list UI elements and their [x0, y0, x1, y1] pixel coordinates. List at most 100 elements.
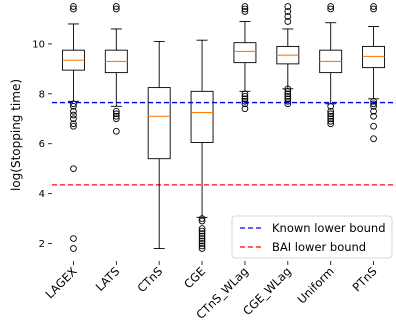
flier-point: [370, 122, 377, 130]
flier-point: [327, 110, 335, 118]
flier-point: [327, 5, 335, 13]
flier-point: [112, 112, 120, 120]
flier-point: [241, 5, 249, 13]
flier-point: [370, 102, 377, 110]
flier-point: [198, 230, 206, 237]
y-tick-label-2: 2: [39, 239, 45, 250]
box-CGE: [190, 39, 214, 252]
flier-point: [327, 3, 335, 10]
flier-point: [198, 242, 206, 250]
flier-point: [284, 100, 292, 108]
flier-point: [112, 5, 120, 13]
flier-point: [370, 100, 377, 108]
x-tick-label-CTnS: CTnS: [134, 264, 165, 295]
legend-label-1: BAI lower bound: [272, 240, 366, 254]
flier-point: [112, 3, 120, 10]
y-axis: 2 4 6 8 10: [32, 39, 52, 250]
legend: Known lower bound BAI lower bound: [231, 215, 393, 259]
y-tick-label-10: 10: [32, 39, 45, 50]
flier-point: [284, 90, 292, 98]
flier-point: [327, 120, 335, 128]
flier-point: [112, 107, 120, 115]
flier-point: [198, 240, 206, 247]
flier-point: [198, 215, 206, 222]
flier-point: [198, 237, 206, 245]
flier-point: [370, 135, 377, 143]
reference-lines: [52, 101, 395, 186]
flier-point: [241, 95, 249, 103]
flier-point: [284, 8, 292, 15]
flier-point: [241, 97, 249, 105]
flier-point: [284, 3, 292, 10]
flier-point: [241, 105, 249, 113]
flier-point: [327, 112, 335, 120]
flier-point: [198, 217, 206, 225]
flier-point: [241, 100, 249, 108]
flier-point: [70, 3, 77, 10]
box-LAGEX: [61, 3, 85, 252]
box-Uniform: [319, 3, 343, 128]
flier-point: [327, 117, 335, 125]
flier-point: [112, 127, 120, 135]
y-tick-label-6: 6: [39, 139, 45, 150]
flier-point: [70, 115, 77, 123]
x-tick-label-PTnS: PTnS: [350, 264, 380, 294]
flier-point: [327, 107, 335, 115]
flier-point: [327, 115, 335, 123]
flier-point: [241, 3, 249, 10]
flier-point: [112, 115, 120, 123]
flier-point: [198, 232, 206, 240]
flier-point: [70, 122, 77, 130]
flier-point: [284, 97, 292, 105]
flier-point: [241, 8, 249, 15]
flier-point: [70, 235, 77, 242]
x-tick-label-LATS: LATS: [93, 264, 123, 294]
flier-point: [198, 245, 206, 252]
box-CTnS_WLag: [233, 3, 257, 113]
y-axis-label: log(Stopping time): [9, 79, 23, 191]
y-tick-label-4: 4: [39, 189, 45, 200]
flier-point: [70, 165, 77, 173]
flier-point: [70, 111, 77, 119]
flier-point: [284, 92, 292, 100]
box-PTnS: [362, 3, 386, 143]
x-tick-label-Uniform: Uniform: [295, 264, 337, 306]
flier-point: [370, 112, 377, 120]
flier-point: [370, 97, 377, 105]
box-body: [362, 45, 386, 69]
box-body: [190, 90, 214, 143]
flier-point: [284, 18, 292, 25]
flier-point: [70, 5, 77, 13]
flier-point: [284, 87, 292, 95]
box-CTnS: [147, 40, 171, 249]
flier-point: [70, 245, 77, 252]
flier-point: [370, 5, 377, 13]
y-tick-label-8: 8: [39, 89, 45, 100]
flier-point: [198, 235, 206, 242]
boxes: [61, 3, 386, 252]
flier-point: [284, 95, 292, 103]
x-tick-label-CGE: CGE: [181, 264, 208, 291]
flier-point: [70, 102, 77, 110]
flier-point: [241, 90, 249, 98]
flier-point: [370, 3, 377, 10]
box-CGE_WLag: [276, 3, 300, 108]
flier-point: [198, 227, 206, 235]
flier-point: [370, 107, 377, 115]
flier-point: [284, 13, 292, 20]
box-LATS: [104, 3, 128, 135]
flier-point: [112, 110, 120, 118]
x-tick-label-LAGEX: LAGEX: [43, 264, 80, 301]
flier-point: [70, 107, 77, 115]
flier-point: [284, 85, 292, 93]
flier-point: [70, 100, 77, 108]
flier-point: [241, 92, 249, 100]
flier-point: [70, 120, 77, 128]
legend-label-0: Known lower bound: [272, 221, 386, 235]
box-body: [147, 87, 171, 160]
legend-frame: [231, 215, 393, 259]
flier-point: [198, 225, 206, 232]
flier-point: [327, 102, 335, 110]
